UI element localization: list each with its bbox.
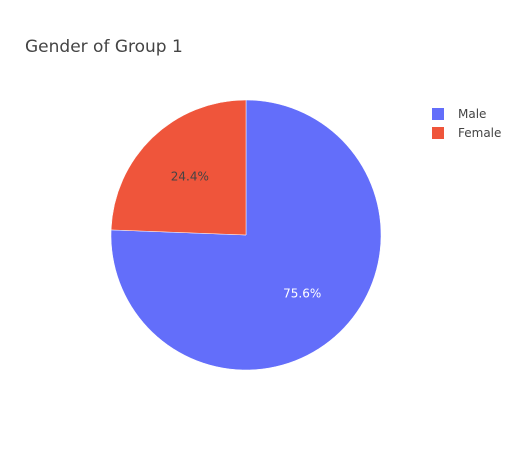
- legend-swatch-female: [432, 127, 444, 139]
- pie-slices: [110, 99, 382, 371]
- slice-label-male: 75.6%: [283, 286, 321, 300]
- legend-item-male[interactable]: Male: [432, 107, 486, 121]
- pie-slice-labels: 75.6% 24.4%: [171, 170, 322, 301]
- legend-swatch-male: [432, 108, 444, 120]
- chart-title: Gender of Group 1: [25, 37, 183, 57]
- legend: Male Female: [432, 107, 501, 140]
- pie-slice-female[interactable]: [110, 99, 247, 236]
- slice-label-female: 24.4%: [171, 170, 209, 184]
- legend-label-male: Male: [458, 107, 486, 121]
- legend-label-female: Female: [458, 126, 501, 140]
- legend-item-female[interactable]: Female: [432, 126, 501, 140]
